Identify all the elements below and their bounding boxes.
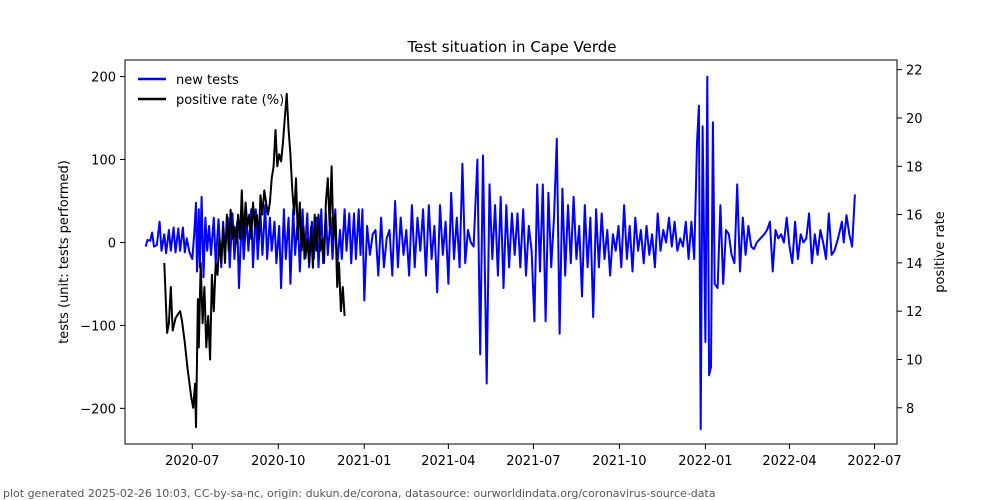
series-line-new-tests <box>144 75 856 431</box>
x-tick-label: 2020-07 <box>165 454 219 469</box>
x-tick-label: 2021-10 <box>592 454 646 469</box>
y-tick-label-left: −100 <box>80 319 116 334</box>
x-tick-label: 2022-04 <box>762 454 816 469</box>
y-tick-label-right: 16 <box>906 209 923 224</box>
legend-label-positive-rate: positive rate (%) <box>176 93 284 108</box>
x-tick-label: 2021-01 <box>337 454 391 469</box>
y-axis-left-label: tests (unit: tests performed) <box>57 160 72 344</box>
axes-frame <box>124 59 898 445</box>
series-line-positive-rate <box>163 92 346 429</box>
y-tick-label-left: 100 <box>91 154 116 169</box>
x-tick-label: 2022-07 <box>847 454 901 469</box>
plot-area <box>144 75 856 431</box>
y-tick-label-right: 8 <box>906 402 914 417</box>
y-tick-label-right: 10 <box>906 353 923 368</box>
y-tick-label-left: −200 <box>80 402 116 417</box>
legend-label-new-tests: new tests <box>176 73 239 88</box>
y-axis-right-label: positive rate <box>933 211 948 293</box>
legend: new tests positive rate (%) <box>138 73 284 108</box>
x-tick-label: 2022-01 <box>678 454 732 469</box>
x-axis: 2020-07 2020-10 2021-01 2021-04 2021-07 2021-… <box>165 444 902 469</box>
y-tick-label-right: 12 <box>906 305 923 320</box>
y-tick-label-right: 18 <box>906 160 923 175</box>
y-tick-label-left: 0 <box>108 236 116 251</box>
y-axis-left: −200 −100 0 100 200 <box>80 71 125 417</box>
x-tick-label: 2021-04 <box>421 454 475 469</box>
chart-title: Test situation in Cape Verde <box>407 38 617 56</box>
y-tick-label-right: 22 <box>906 64 923 79</box>
footer-credit: plot generated 2025-02-26 10:03, CC-by-s… <box>3 487 716 500</box>
x-tick-label: 2020-10 <box>251 454 305 469</box>
y-tick-label-right: 20 <box>906 112 923 127</box>
y-tick-label-right: 14 <box>906 257 923 272</box>
y-tick-label-left: 200 <box>91 71 116 86</box>
y-axis-right: 8 10 12 14 16 18 20 22 <box>897 64 923 417</box>
x-tick-label: 2021-07 <box>506 454 560 469</box>
